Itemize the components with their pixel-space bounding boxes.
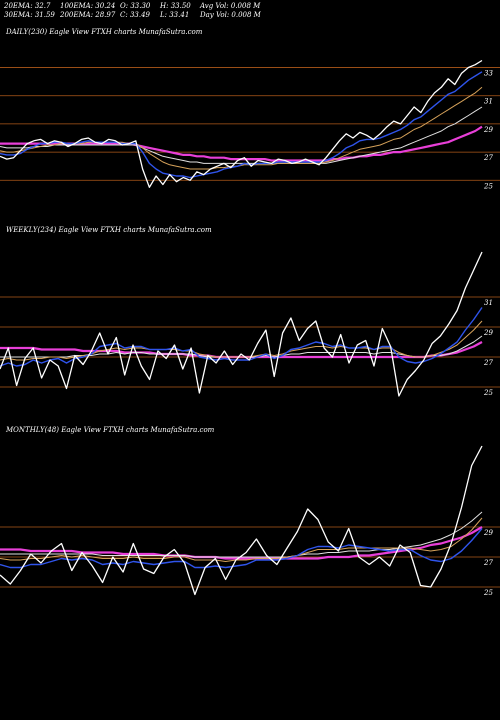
y-tick-label: 25	[483, 182, 493, 190]
low-stat: L: 33.41	[160, 11, 190, 19]
y-tick-label: 29	[483, 126, 493, 134]
series-line-price	[0, 445, 483, 596]
series-line-ema-mid	[0, 86, 483, 170]
y-tick-label: 33	[484, 70, 493, 78]
stats-header: 20EMA: 32.7 100EMA: 30.24 O: 33.30 H: 33…	[4, 2, 496, 32]
high-stat: H: 33.50	[160, 2, 191, 10]
y-tick-label: 29	[483, 529, 493, 537]
daily-chart: 33 31 29 27 25	[0, 59, 500, 190]
series-line-price	[0, 251, 483, 397]
series-line-ema-mid	[0, 320, 483, 361]
y-tick-label: 25	[483, 589, 493, 597]
y-tick-label: 27	[483, 154, 493, 162]
ema20-stat: 20EMA: 32.7	[4, 2, 51, 10]
series-line-ema-fast	[0, 71, 483, 179]
series-line-ema-slow	[0, 106, 483, 164]
series-line-ema-fast	[0, 528, 483, 569]
weekly-chart-label: WEEKLY(234) Eagle View FTXH charts Munaf…	[6, 226, 212, 234]
y-tick-label: 27	[483, 559, 493, 567]
y-tick-label: 25	[483, 389, 493, 397]
series-line-ema-long	[0, 526, 483, 560]
series-line-price	[0, 59, 483, 188]
close-stat: C: 33.49	[120, 11, 150, 19]
y-tick-label: 27	[483, 359, 493, 367]
avg-volume-stat: Avg Vol: 0.008 M	[200, 2, 261, 10]
weekly-chart: 31 29 27 25	[0, 251, 500, 397]
y-tick-label: 31	[484, 299, 493, 307]
ema100-stat: 100EMA: 30.24	[60, 2, 116, 10]
day-volume-stat: Day Vol: 0.008 M	[200, 11, 261, 19]
y-tick-label: 31	[484, 98, 493, 106]
open-stat: O: 33.30	[120, 2, 151, 10]
series-line-ema-fast	[0, 307, 483, 367]
ema200-stat: 200EMA: 28.97	[60, 11, 116, 19]
monthly-chart-label: MONTHLY(48) Eagle View FTXH charts Munaf…	[6, 426, 215, 434]
daily-chart-label: DAILY(230) Eagle View FTXH charts Munafa…	[6, 28, 203, 36]
monthly-chart: 29 27 25	[0, 445, 500, 597]
y-tick-label: 29	[483, 329, 493, 337]
ema30-stat: 30EMA: 31.59	[4, 11, 55, 19]
series-line-ema-mid	[0, 517, 483, 562]
